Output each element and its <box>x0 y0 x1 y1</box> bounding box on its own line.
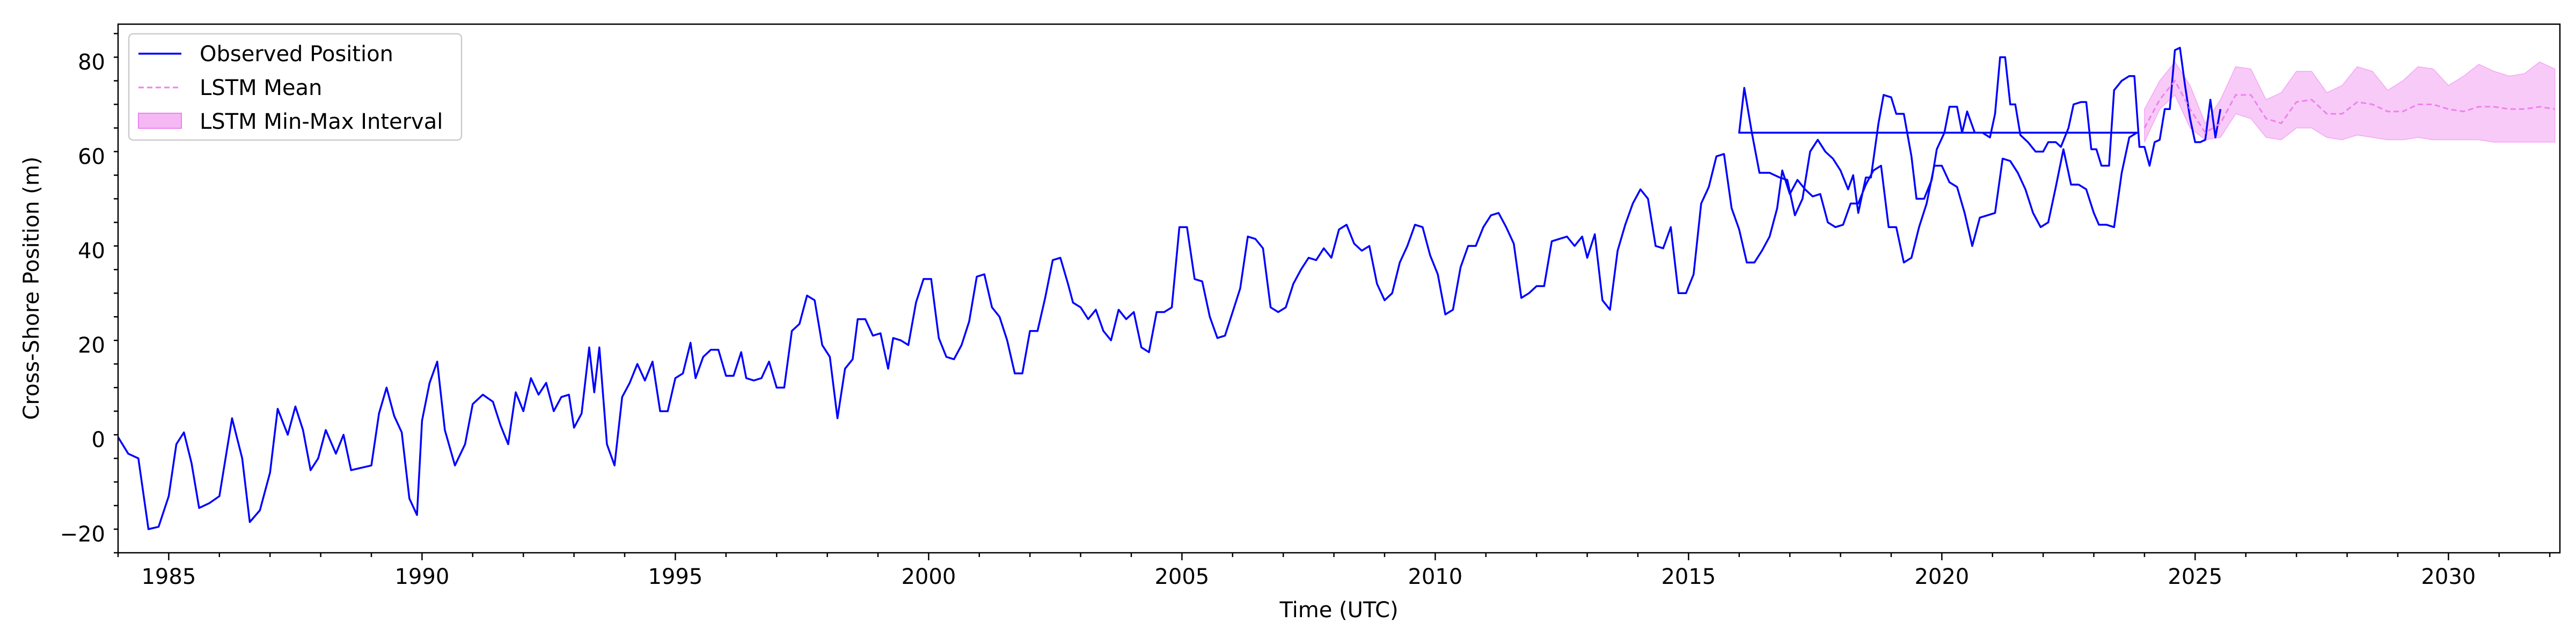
lstm-interval-band <box>2144 61 2556 143</box>
x-tick-label: 2020 <box>1914 565 1969 589</box>
legend-interval-swatch <box>138 113 182 129</box>
plot-frame <box>117 23 2561 554</box>
x-tick-label: 2005 <box>1154 565 1209 589</box>
y-tick-label: 60 <box>78 144 105 169</box>
x-tick-label: 1985 <box>141 565 196 589</box>
x-tick-label: 2000 <box>901 565 956 589</box>
lstm-interval-layer <box>2144 61 2556 143</box>
y-axis: −20 0 20 40 60 80 <box>60 33 118 554</box>
observed-position-line <box>117 47 2222 530</box>
y-tick-label: −20 <box>60 522 105 547</box>
lstm-mean-layer <box>2143 79 2555 134</box>
legend-box <box>128 33 463 141</box>
lstm-mean-line <box>2143 79 2555 134</box>
legend-observed-label: Observed Position <box>200 42 393 67</box>
x-tick-label: 2010 <box>1408 565 1462 589</box>
y-tick-label: 40 <box>78 239 105 264</box>
x-axis-label: Time (UTC) <box>1279 598 1398 623</box>
y-tick-label: 80 <box>78 50 105 75</box>
y-tick-label: 0 <box>92 428 105 452</box>
legend-mean-label: LSTM Mean <box>200 76 322 100</box>
legend-interval-label: LSTM Min-Max Interval <box>200 109 443 134</box>
x-tick-label: 2015 <box>1661 565 1716 589</box>
x-tick-label: 2025 <box>2168 565 2222 589</box>
x-axis: 1985 1990 1995 2000 2005 2010 2015 2020 2025 2030 <box>117 553 2551 589</box>
y-axis-label: Cross-Shore Position (m) <box>19 157 44 420</box>
x-tick-label: 1995 <box>648 565 702 589</box>
observed-layer <box>117 47 2222 530</box>
x-tick-label: 2030 <box>2421 565 2476 589</box>
legend: Observed Position LSTM Mean LSTM Min-Max… <box>128 33 463 141</box>
y-tick-label: 20 <box>78 333 105 358</box>
x-tick-label: 1990 <box>394 565 449 589</box>
